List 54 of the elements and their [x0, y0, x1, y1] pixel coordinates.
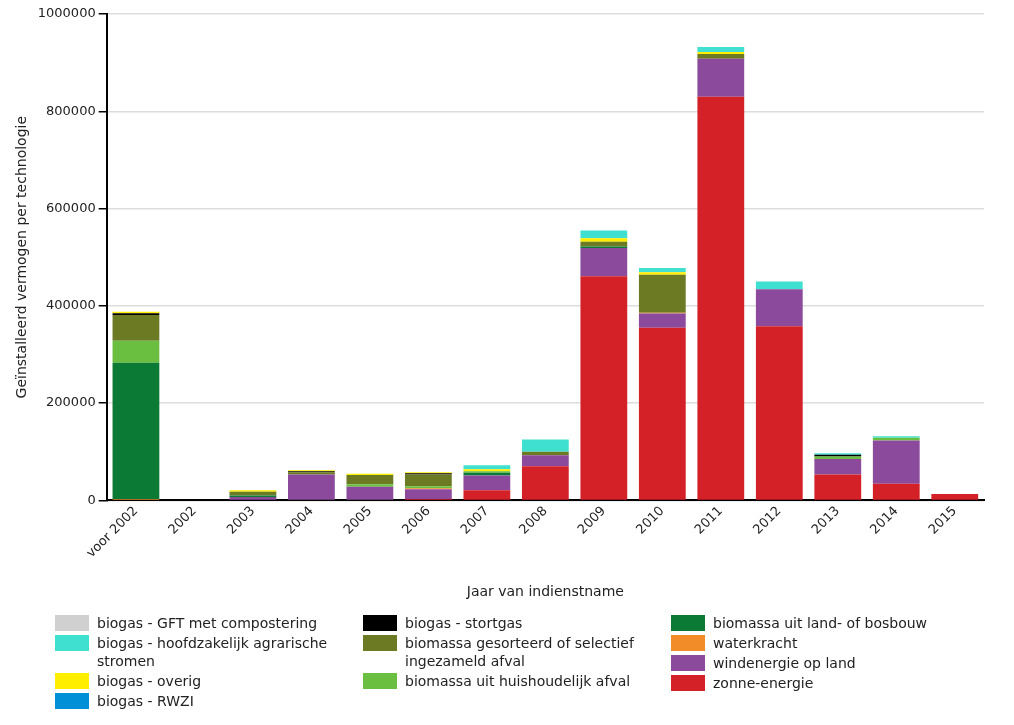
bar — [697, 58, 745, 97]
bar — [580, 238, 628, 242]
y-tick-label: 800000 — [46, 102, 96, 118]
bar — [638, 327, 686, 500]
bar — [288, 474, 335, 500]
bar — [346, 475, 394, 485]
bar — [463, 490, 511, 500]
y-tick-label: 600000 — [46, 199, 96, 215]
y-tick-label: 200000 — [46, 394, 96, 410]
legend-label: biogas - RWZI — [97, 692, 195, 710]
bar — [638, 313, 686, 328]
bar — [112, 315, 160, 341]
bar — [872, 483, 920, 500]
bar — [521, 466, 569, 500]
y-tick-label: 400000 — [46, 297, 96, 313]
bar — [755, 289, 803, 327]
bar — [580, 230, 628, 239]
bar — [697, 47, 745, 52]
bar — [638, 267, 686, 273]
y-tick-label: 0 — [87, 491, 96, 507]
legend-label: zonne-energie — [713, 674, 815, 692]
bar — [638, 274, 686, 313]
bar — [814, 474, 862, 500]
bar — [346, 486, 394, 500]
bar — [463, 475, 511, 491]
bar — [931, 494, 979, 500]
legend-label: biogas - stortgas — [405, 614, 524, 632]
legend-label: biomassa uit huishoudelijk afval — [405, 672, 632, 690]
bar — [404, 489, 452, 499]
legend-label: biomassa uit land- of bosbouw — [713, 614, 929, 632]
bar — [755, 281, 803, 290]
bar — [521, 455, 569, 467]
legend-label: biogas - overig — [97, 672, 203, 690]
bar — [112, 362, 160, 499]
y-axis-title: Geïnstalleerd vermogen per technologie — [13, 115, 30, 399]
legend-label: waterkracht — [713, 634, 799, 652]
bar — [346, 484, 394, 487]
legend-label: biogas - GFT met compostering — [97, 614, 319, 632]
bar — [697, 53, 745, 59]
bar — [580, 276, 628, 500]
bar — [229, 491, 277, 496]
bar — [814, 459, 862, 475]
bar — [872, 440, 920, 484]
bar — [521, 439, 569, 452]
bar — [638, 272, 686, 275]
legend-label: windenergie op land — [713, 654, 857, 672]
x-axis-title: Jaar van indienstname — [465, 583, 624, 600]
y-tick-label: 1000000 — [37, 5, 96, 21]
bar — [463, 465, 511, 470]
bar — [112, 340, 160, 363]
bar — [697, 96, 745, 500]
bar — [755, 326, 803, 500]
bar — [404, 474, 452, 487]
bar — [580, 247, 628, 277]
